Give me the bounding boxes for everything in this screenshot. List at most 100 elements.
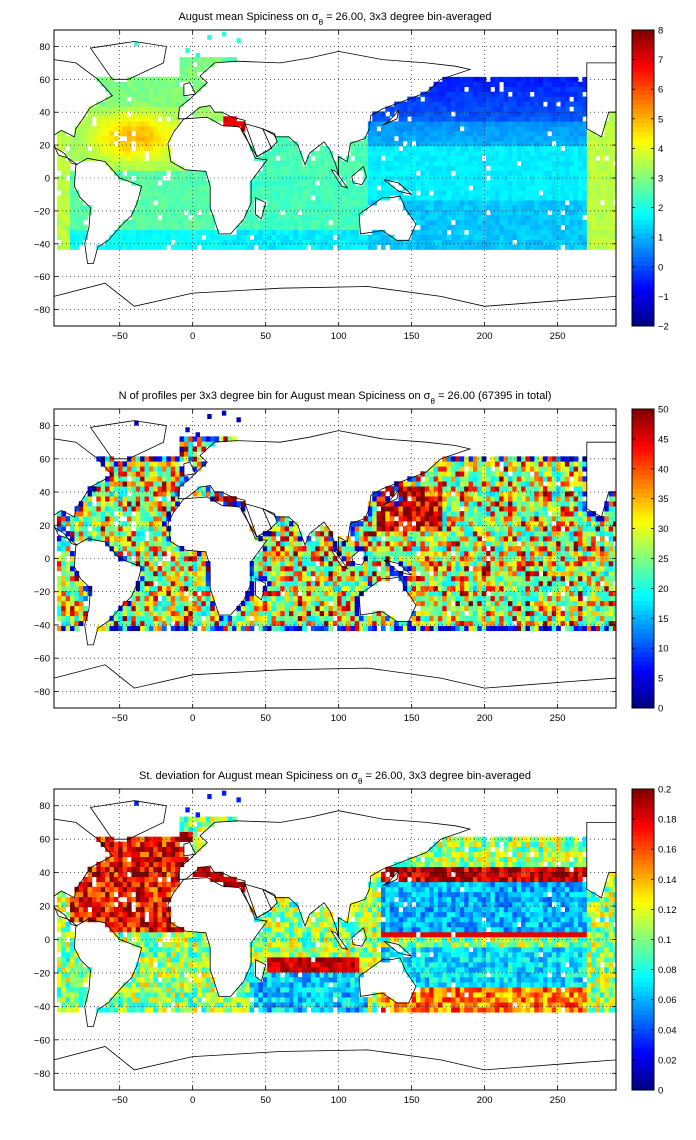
heatmap-cell	[284, 521, 290, 527]
heatmap-cell	[166, 185, 172, 191]
heatmap-cell	[275, 560, 281, 567]
heatmap-cell	[91, 106, 97, 112]
heatmap-cell	[420, 131, 426, 137]
heatmap-cell	[547, 111, 553, 117]
heatmap-cell	[315, 190, 320, 196]
heatmap-cell	[100, 244, 106, 250]
heatmap-cell	[324, 155, 329, 162]
heatmap-cell	[192, 170, 198, 176]
heatmap-cell	[394, 551, 399, 557]
heatmap-cell	[96, 101, 102, 107]
heatmap-cell	[560, 155, 566, 162]
heatmap-cell	[179, 244, 185, 250]
heatmap-cell	[183, 441, 189, 447]
heatmap-cell	[608, 111, 614, 117]
heatmap-cell	[236, 610, 242, 617]
heatmap-cell	[87, 496, 93, 502]
heatmap-cell	[324, 180, 329, 186]
heatmap-cell	[56, 229, 62, 236]
heatmap-cell	[394, 145, 399, 152]
heatmap-cell	[293, 605, 299, 612]
heatmap-cell	[420, 121, 426, 127]
heatmap-cell	[302, 615, 307, 622]
heatmap-cell	[157, 605, 163, 612]
heatmap-cell	[78, 580, 84, 587]
heatmap-cell	[464, 81, 469, 88]
heatmap-cell	[380, 610, 386, 617]
heatmap-cell	[162, 461, 167, 467]
heatmap-cell	[543, 106, 548, 112]
heatmap-cell	[162, 560, 167, 567]
heatmap-cell	[529, 170, 535, 176]
heatmap-cell	[354, 141, 360, 147]
heatmap-cell	[433, 106, 439, 112]
heatmap-cell	[608, 239, 614, 245]
heatmap-cell	[507, 215, 513, 221]
heatmap-cell	[140, 546, 145, 552]
heatmap-cell	[188, 615, 193, 622]
heatmap-cell	[468, 170, 474, 176]
heatmap-cell	[74, 190, 80, 196]
colorbar-segment	[632, 30, 654, 36]
heatmap-cell	[332, 205, 338, 211]
heatmap-cell	[411, 610, 417, 617]
heatmap-cell	[153, 605, 158, 612]
heatmap-cell	[157, 175, 163, 181]
colorbar-tick-label: 3	[658, 174, 663, 185]
heatmap-cell	[433, 136, 439, 142]
heatmap-cell	[245, 600, 250, 607]
heatmap-cell	[512, 136, 518, 142]
heatmap-cell	[197, 565, 202, 572]
heatmap-cell	[424, 580, 430, 587]
heatmap-cell	[411, 229, 417, 236]
heatmap-cell	[153, 615, 158, 622]
heatmap-cell	[407, 195, 412, 201]
heatmap-cell	[153, 210, 158, 216]
heatmap-cell	[411, 215, 417, 221]
heatmap-cell	[188, 590, 193, 597]
heatmap-cell	[543, 160, 548, 166]
heatmap-cell	[586, 215, 592, 221]
heatmap-cell	[380, 560, 386, 567]
heatmap-cell	[302, 560, 307, 567]
heatmap-cell	[258, 575, 264, 582]
heatmap-cell	[153, 491, 158, 497]
heatmap-cell	[433, 224, 439, 231]
heatmap-cell	[197, 551, 202, 557]
heatmap-cell	[293, 625, 299, 632]
heatmap-cell	[411, 526, 417, 532]
heatmap-cell	[472, 195, 478, 201]
y-tick-label: −40	[34, 239, 50, 250]
heatmap-cell	[451, 116, 456, 122]
heatmap-cell	[170, 185, 176, 191]
heatmap-cell	[332, 610, 338, 617]
heatmap-cell	[494, 91, 500, 97]
heatmap-cell	[205, 436, 211, 442]
heatmap-cell	[578, 106, 583, 112]
heatmap-cell	[253, 620, 259, 627]
heatmap-cell	[324, 560, 329, 567]
heatmap-cell	[78, 590, 84, 597]
heatmap-cell	[573, 81, 579, 88]
heatmap-cell	[573, 150, 579, 157]
heatmap-cell	[389, 244, 395, 250]
heatmap-cell	[153, 625, 158, 632]
heatmap-cell	[183, 62, 189, 68]
heatmap-cell	[424, 546, 430, 552]
heatmap-cell	[126, 471, 132, 477]
heatmap-cell	[105, 481, 110, 487]
heatmap-cell	[433, 244, 439, 250]
heatmap-cell	[490, 244, 496, 250]
heatmap-cell	[573, 165, 579, 171]
heatmap-cell	[153, 96, 158, 102]
heatmap-cell	[162, 215, 167, 221]
heatmap-cell	[437, 141, 443, 147]
heatmap-cell	[499, 200, 504, 206]
heatmap-cell	[569, 200, 574, 206]
heatmap-cell	[157, 615, 163, 622]
heatmap-cell	[157, 224, 163, 231]
heatmap-cell	[507, 106, 513, 112]
heatmap-cell	[551, 106, 557, 112]
heatmap-cell	[83, 605, 88, 612]
heatmap-cell	[245, 610, 250, 617]
